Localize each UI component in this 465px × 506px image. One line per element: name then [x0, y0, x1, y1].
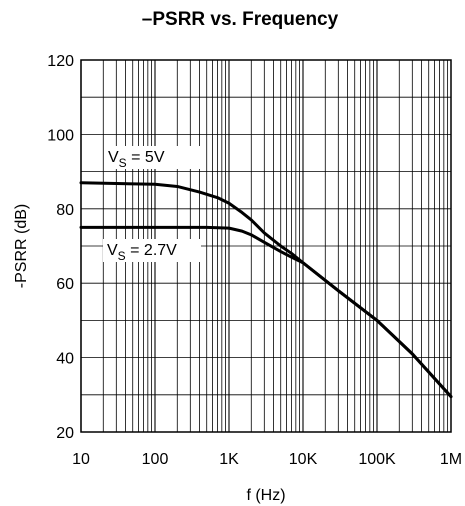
series-annotation-vs5: VS = 5V — [108, 149, 165, 170]
series-annotation-vs27: VS = 2.7V — [107, 242, 177, 263]
y-axis-label: -PSRR (dB) — [13, 204, 30, 288]
series-lines — [79, 181, 453, 399]
annotation-bg — [104, 146, 202, 169]
y-tick-label: 120 — [47, 53, 74, 70]
y-tick-label: 80 — [56, 202, 74, 219]
x-tick-label: 1M — [440, 451, 462, 468]
series-line-vs5 — [79, 181, 453, 399]
x-axis-label: f (Hz) — [246, 487, 285, 504]
series-line-vs27 — [79, 225, 453, 399]
tick-labels: 10 100 1K 10K 100K 1M 20 40 60 80 100 120 — [47, 53, 462, 468]
y-tick-label: 60 — [56, 276, 74, 293]
y-tick-label: 40 — [56, 351, 74, 368]
x-tick-label: 100 — [142, 451, 169, 468]
x-tick-label: 100K — [358, 451, 396, 468]
x-tick-label: 10 — [72, 451, 90, 468]
x-tick-label: 1K — [219, 451, 239, 468]
chart-title: –PSRR vs. Frequency — [142, 9, 339, 30]
x-tick-label: 10K — [289, 451, 318, 468]
annotations: VS = 5V VS = 2.7V — [103, 146, 202, 263]
annotation-bg — [103, 239, 201, 262]
y-tick-label: 20 — [56, 425, 74, 442]
y-tick-label: 100 — [47, 127, 74, 144]
plot-frame — [80, 59, 452, 433]
